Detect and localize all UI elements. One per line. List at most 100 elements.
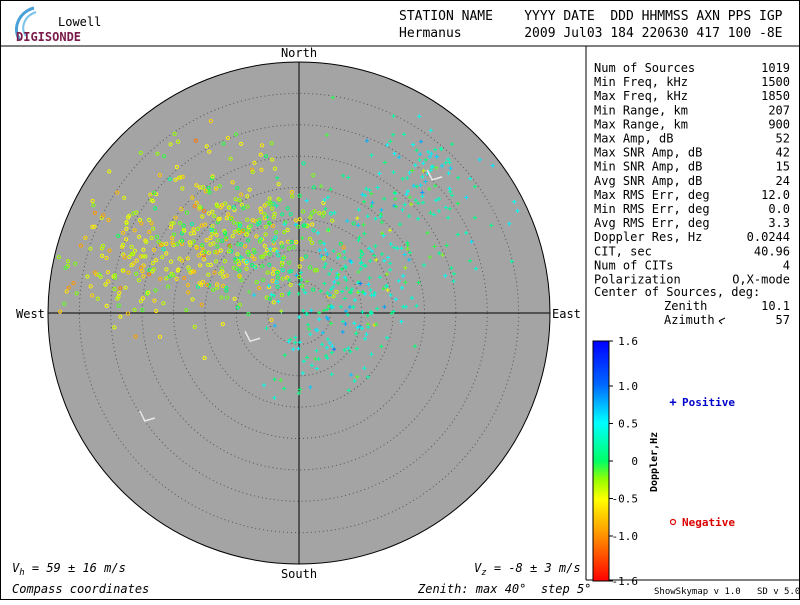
source-point-negative bbox=[202, 249, 207, 254]
source-point-positive bbox=[420, 194, 425, 199]
source-point-positive bbox=[355, 325, 360, 330]
source-point-negative bbox=[336, 252, 341, 258]
source-point-negative bbox=[171, 232, 177, 237]
source-point-negative bbox=[218, 248, 223, 253]
source-point-positive bbox=[443, 205, 448, 210]
source-point-negative bbox=[289, 239, 294, 245]
source-point-positive bbox=[413, 198, 418, 203]
source-point-positive bbox=[345, 312, 350, 317]
source-point-negative bbox=[248, 223, 253, 228]
source-point-negative bbox=[222, 228, 227, 234]
source-point-negative bbox=[186, 290, 191, 295]
colorbar-tick-label: -0.5 bbox=[612, 493, 639, 506]
source-point-negative bbox=[211, 287, 216, 292]
source-point-negative bbox=[147, 272, 152, 277]
source-point-positive bbox=[272, 323, 277, 328]
source-point-negative bbox=[224, 285, 229, 290]
source-point-positive bbox=[300, 371, 305, 376]
vh-subscript: h bbox=[19, 568, 24, 578]
source-point-negative bbox=[260, 254, 265, 259]
source-point-positive bbox=[384, 272, 389, 277]
source-point-negative bbox=[212, 270, 217, 275]
stat-value: 24 bbox=[776, 174, 790, 188]
source-point-negative bbox=[192, 324, 197, 329]
source-point-negative bbox=[63, 265, 68, 270]
source-point-negative bbox=[71, 281, 76, 286]
source-point-negative bbox=[271, 238, 276, 243]
source-point-negative bbox=[215, 282, 220, 287]
source-point-negative bbox=[267, 196, 272, 201]
stats-panel: Num of Sources 1019 Min Freq, kHz 1500 Max F… bbox=[594, 61, 790, 287]
source-point-negative bbox=[112, 286, 117, 292]
source-point-positive bbox=[340, 329, 345, 334]
source-point-positive bbox=[332, 347, 337, 352]
source-point-negative bbox=[180, 231, 185, 236]
source-point-positive bbox=[404, 192, 409, 197]
source-point-positive bbox=[330, 344, 335, 349]
source-point-positive bbox=[444, 243, 449, 248]
source-point-positive bbox=[352, 378, 357, 383]
source-point-positive bbox=[303, 290, 308, 295]
skymap-plot bbox=[47, 61, 551, 565]
center-zenith-label: Zenith bbox=[664, 299, 707, 313]
source-point-negative bbox=[294, 240, 299, 245]
stat-label: Num of Sources bbox=[594, 61, 695, 75]
source-point-positive bbox=[252, 293, 257, 298]
source-point-negative bbox=[267, 252, 272, 257]
source-point-negative bbox=[252, 250, 257, 255]
colorbar-tick-label: 0.5 bbox=[618, 418, 638, 431]
source-point-negative bbox=[280, 244, 285, 249]
source-point-negative bbox=[288, 212, 293, 217]
source-point-negative bbox=[83, 235, 88, 240]
source-point-positive bbox=[436, 209, 441, 213]
source-point-positive bbox=[509, 259, 514, 264]
source-point-positive bbox=[344, 309, 348, 314]
source-point-positive bbox=[394, 204, 398, 209]
source-point-negative bbox=[158, 276, 163, 281]
source-point-positive bbox=[419, 139, 423, 144]
source-point-negative bbox=[192, 204, 197, 209]
source-point-positive bbox=[324, 133, 329, 138]
stat-value: 1019 bbox=[761, 61, 790, 75]
source-point-positive bbox=[411, 183, 416, 188]
source-point-negative bbox=[239, 202, 244, 207]
source-point-positive bbox=[247, 289, 252, 294]
source-point-negative bbox=[232, 296, 237, 301]
coords-note: Compass coordinates bbox=[12, 582, 149, 596]
source-point-positive bbox=[297, 387, 302, 392]
source-point-negative bbox=[311, 228, 316, 233]
source-point-negative bbox=[164, 267, 169, 272]
source-point-positive bbox=[413, 163, 418, 168]
velocity-arrows bbox=[139, 169, 443, 422]
source-point-negative bbox=[170, 235, 175, 240]
source-point-negative bbox=[300, 283, 305, 288]
source-point-negative bbox=[338, 241, 343, 246]
source-point-negative bbox=[275, 270, 280, 275]
colorbar-tick-label: 0 bbox=[631, 455, 638, 468]
source-point-positive bbox=[422, 263, 426, 268]
source-point-positive bbox=[380, 252, 384, 256]
source-point-positive bbox=[403, 265, 408, 270]
logo-swoosh-inner-icon bbox=[22, 11, 37, 37]
source-point-negative bbox=[117, 290, 122, 295]
stat-label: Num of CITs bbox=[594, 258, 673, 272]
source-point-positive bbox=[343, 321, 348, 326]
source-point-negative bbox=[120, 268, 125, 273]
source-point-negative bbox=[231, 220, 237, 225]
source-point-negative bbox=[263, 251, 268, 256]
source-point-negative bbox=[239, 278, 244, 283]
source-point-negative bbox=[152, 298, 157, 303]
source-point-negative bbox=[168, 142, 173, 147]
source-point-positive bbox=[282, 353, 287, 358]
source-point-positive bbox=[440, 253, 445, 257]
source-point-negative bbox=[273, 235, 278, 240]
source-point-negative bbox=[116, 303, 121, 308]
source-point-negative bbox=[125, 311, 131, 316]
source-point-negative bbox=[314, 268, 319, 273]
source-point-negative bbox=[153, 288, 158, 293]
source-point-positive bbox=[329, 350, 334, 355]
source-point-negative bbox=[191, 227, 196, 232]
source-point-positive bbox=[402, 252, 407, 257]
source-point-positive bbox=[407, 257, 412, 262]
source-point-positive bbox=[447, 206, 452, 211]
